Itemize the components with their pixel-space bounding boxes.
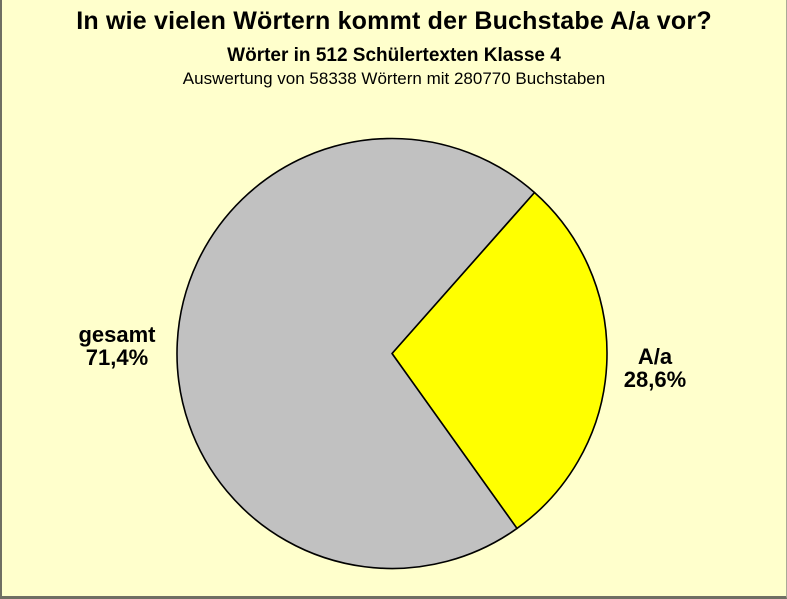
slice-label-aa-name: A/a (637, 344, 673, 369)
slice-label-aa-value: 28,6% (623, 367, 687, 392)
chart-subtitle: Wörter in 512 Schülertexten Klasse 4 (227, 45, 561, 66)
chart-title: In wie vielen Wörtern kommt der Buchstab… (76, 7, 712, 35)
pie-slice-gesamt (176, 137, 536, 570)
slice-label-gesamt-name: gesamt (78, 322, 156, 347)
slice-label-gesamt: gesamt 71,4% (78, 323, 155, 369)
slice-label-aa: A/a 28,6% (624, 345, 686, 391)
slice-label-gesamt-value: 71,4% (85, 345, 149, 370)
chart-note: Auswertung von 58338 Wörtern mit 280770 … (182, 69, 606, 88)
pie-slice-aa (391, 191, 608, 530)
